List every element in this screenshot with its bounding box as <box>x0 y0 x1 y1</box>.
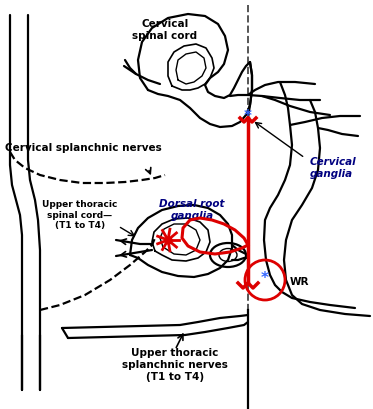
Text: Cervical
spinal cord: Cervical spinal cord <box>132 19 198 41</box>
Text: WR: WR <box>290 277 310 287</box>
Text: *: * <box>261 270 269 285</box>
Text: Cervical splanchnic nerves: Cervical splanchnic nerves <box>5 143 162 153</box>
Text: Upper thoracic
spinal cord—
(T1 to T4): Upper thoracic spinal cord— (T1 to T4) <box>42 200 118 230</box>
Text: Upper thoracic
splanchnic nerves
(T1 to T4): Upper thoracic splanchnic nerves (T1 to … <box>122 348 228 382</box>
Text: *: * <box>244 108 252 124</box>
Text: Cervical
ganglia: Cervical ganglia <box>310 157 357 179</box>
Text: Dorsal root
ganglia: Dorsal root ganglia <box>159 199 225 221</box>
